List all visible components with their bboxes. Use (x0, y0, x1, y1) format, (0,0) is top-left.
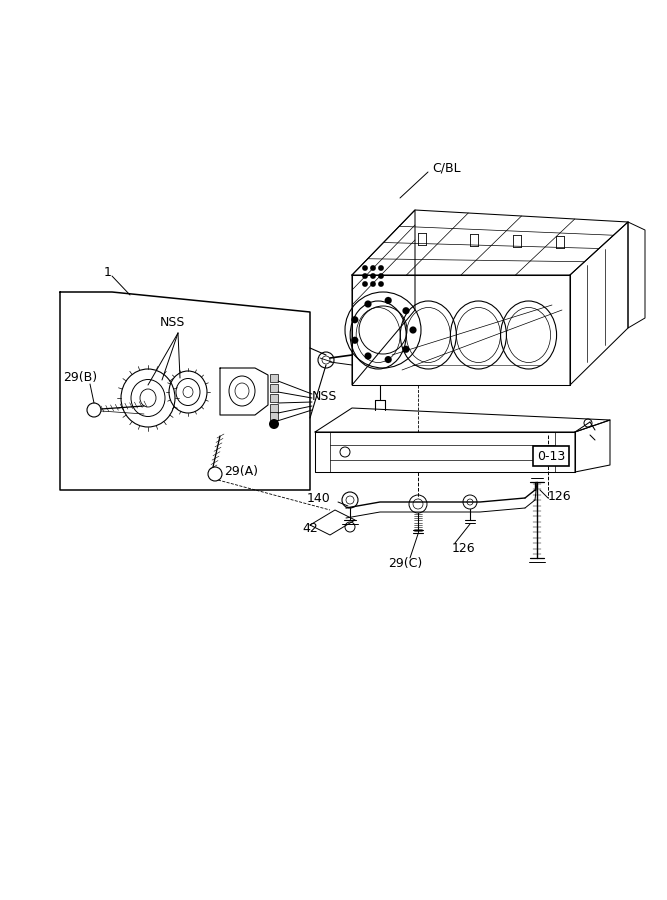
Bar (270, 374, 278, 382)
Circle shape (378, 266, 384, 271)
Circle shape (352, 337, 358, 344)
Circle shape (385, 297, 392, 304)
Circle shape (370, 274, 376, 279)
Circle shape (362, 274, 368, 279)
Bar (270, 394, 278, 402)
Circle shape (370, 281, 376, 287)
Circle shape (362, 281, 368, 287)
Circle shape (364, 353, 372, 359)
Circle shape (378, 274, 384, 279)
Text: NSS: NSS (312, 390, 338, 402)
Text: 42: 42 (302, 521, 318, 535)
Text: 126: 126 (548, 490, 572, 502)
Text: 1: 1 (104, 266, 112, 278)
Circle shape (370, 266, 376, 271)
Circle shape (269, 419, 279, 429)
Circle shape (402, 346, 410, 353)
Bar (270, 384, 278, 392)
Text: C/BL: C/BL (432, 161, 461, 175)
Circle shape (352, 316, 358, 323)
Text: 29(A): 29(A) (224, 464, 258, 478)
Circle shape (402, 307, 410, 314)
Text: NSS: NSS (160, 316, 185, 328)
Circle shape (364, 301, 372, 308)
Circle shape (378, 281, 384, 287)
Circle shape (362, 266, 368, 271)
Text: 29(C): 29(C) (388, 556, 422, 570)
Text: 29(B): 29(B) (63, 372, 97, 384)
Circle shape (385, 356, 392, 363)
Text: 0-13: 0-13 (537, 449, 565, 463)
Text: 126: 126 (452, 542, 476, 554)
Circle shape (410, 327, 416, 334)
Bar (270, 412, 278, 420)
Text: 140: 140 (306, 491, 330, 505)
Bar (270, 404, 278, 412)
